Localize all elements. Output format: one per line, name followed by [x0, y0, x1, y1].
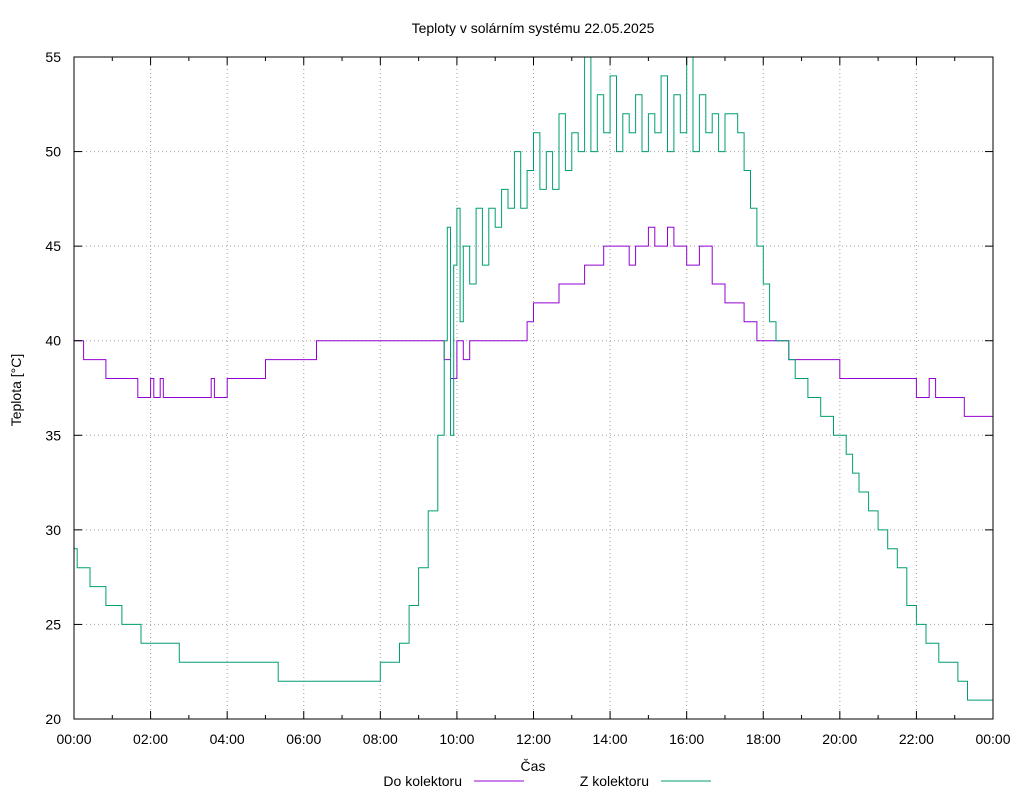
- x-tick-label: 14:00: [593, 731, 628, 747]
- x-tick-label: 06:00: [286, 731, 321, 747]
- y-tick-label: 25: [45, 616, 61, 632]
- x-tick-label: 12:00: [516, 731, 551, 747]
- legend-label: Do kolektoru: [383, 773, 462, 789]
- x-axis-label: Čas: [521, 758, 546, 774]
- chart-legend: Do kolektoru Z kolektoru: [383, 773, 711, 789]
- y-tick-label: 45: [45, 238, 61, 254]
- x-tick-label: 00:00: [975, 731, 1010, 747]
- y-tick-label: 30: [45, 522, 61, 538]
- x-tick-label: 20:00: [822, 731, 857, 747]
- x-tick-label: 00:00: [56, 731, 91, 747]
- y-tick-labels: 20 25 30 35 40 45 50 55: [45, 49, 61, 727]
- y-axis-label: Teplota [°C]: [8, 354, 24, 427]
- series-layer: [74, 57, 993, 701]
- y-tick-label: 55: [45, 49, 61, 65]
- series-line-1: [74, 226, 993, 417]
- series-line-2: [74, 57, 993, 701]
- chart-axes: [73, 56, 994, 720]
- x-tick-label: 18:00: [746, 731, 781, 747]
- x-tick-label: 22:00: [899, 731, 934, 747]
- x-tick-label: 08:00: [363, 731, 398, 747]
- x-tick-label: 16:00: [669, 731, 704, 747]
- x-tick-label: 10:00: [439, 731, 474, 747]
- y-tick-label: 35: [45, 427, 61, 443]
- x-tick-label: 02:00: [133, 731, 168, 747]
- y-tick-label: 50: [45, 144, 61, 160]
- y-tick-label: 20: [45, 711, 61, 727]
- chart-title: Teploty v solárním systému 22.05.2025: [412, 20, 655, 36]
- legend-label: Z kolektoru: [580, 773, 649, 789]
- y-tick-label: 40: [45, 333, 61, 349]
- plot-border: [73, 56, 994, 720]
- x-tick-labels: 00:00 02:00 04:00 06:00 08:00 10:00 12:00 14:00…: [56, 731, 1010, 747]
- x-tick-label: 04:00: [210, 731, 245, 747]
